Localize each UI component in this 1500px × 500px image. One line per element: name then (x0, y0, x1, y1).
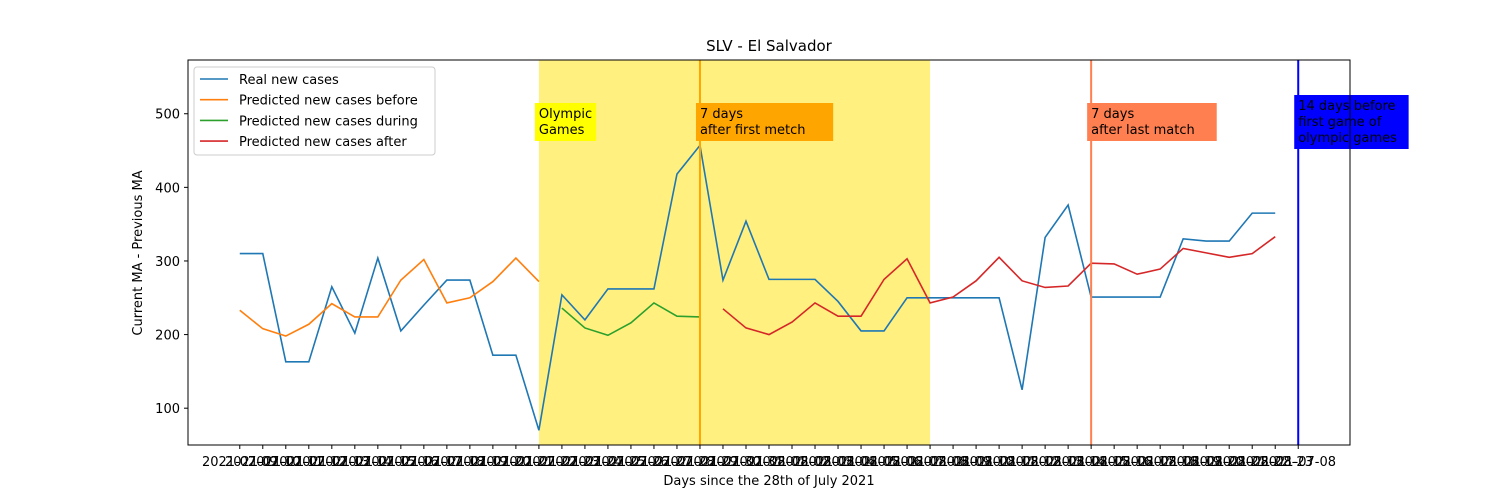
x-tick-label: 2021-07-23 (524, 455, 600, 470)
x-tick-label: 2021-07-10 (225, 455, 301, 470)
x-tick-label: 2021-08-02 (754, 455, 830, 470)
x-tick-label: 2021-08-18 (1122, 455, 1198, 470)
y-tick-label: 300 (155, 255, 180, 270)
x-tick-label: 2021-07-31 (708, 455, 784, 470)
x-tick-label: 2021-07-09 (202, 455, 278, 470)
span-annotation-text: Games (539, 123, 585, 138)
span-annotation-box (534, 103, 597, 141)
x-tick-label: 2021-08-07 (869, 455, 945, 470)
annotation-text: 7 days (1091, 107, 1134, 122)
series-line (561, 301, 700, 337)
series-line (239, 143, 1276, 431)
annotation-text: 14 days before (1298, 99, 1395, 114)
annotation-box (695, 103, 834, 141)
x-tick-label: 2021-07-11 (248, 455, 324, 470)
x-tick-label: 2021-07-17 (386, 455, 462, 470)
x-tick-label: 2021-08-14 (1030, 455, 1106, 470)
x-tick-label: 2021-08-21 (1191, 455, 1267, 470)
chart-title: SLV - El Salvador (706, 37, 833, 55)
annotation-text: after first metch (700, 123, 806, 138)
x-tick-label: 2021-07-14 (317, 455, 393, 470)
y-tick-label: 500 (155, 108, 180, 123)
y-axis-label: Current MA - Previous MA (131, 170, 146, 335)
x-tick-label: 2021-08-23 (1237, 455, 1313, 470)
x-tick-label: 2021-07-16 (363, 455, 439, 470)
legend: Real new cases Predicted new cases before… (193, 66, 436, 156)
series-line (722, 236, 1276, 336)
x-tick-label: 2021-07-18 (409, 455, 485, 470)
x-tick-label: 2021-08-09 (915, 455, 991, 470)
x-tick-label: 2021-08-13 (1007, 455, 1083, 470)
x-tick-label: 2021-07-24 (547, 455, 623, 470)
x-tick-label: 2021-07-28 (639, 455, 715, 470)
x-tick-label: 2021-08-10 (938, 455, 1014, 470)
x-tick-label: 2021-08-08 (892, 455, 968, 470)
x-tick-label: 2021-07-21 (478, 455, 554, 470)
y-tick-label: 400 (155, 181, 180, 196)
x-tick-label: 2021-07-27 (616, 455, 692, 470)
x-tick-label: 2021-08-04 (800, 455, 876, 470)
x-tick-label: 2021-07-08 (1260, 455, 1336, 470)
plot-frame (187, 59, 1351, 446)
annotation-text: after last match (1091, 123, 1195, 138)
x-tick-label: 2021-08-11 (961, 455, 1037, 470)
x-tick-label: 2021-07-15 (340, 455, 416, 470)
annotation-box (1087, 103, 1217, 141)
y-tick-label: 100 (155, 402, 180, 417)
x-tick-label: 2021-07-12 (271, 455, 347, 470)
x-tick-label: 2021-08-22 (1214, 455, 1290, 470)
x-tick-label: 2021-08-05 (823, 455, 899, 470)
x-tick-label: 2021-08-15 (1053, 455, 1129, 470)
annotation-text: first game of (1298, 115, 1382, 130)
x-tick-label: 2021-07-26 (593, 455, 669, 470)
x-tick-label: 2021-07-20 (455, 455, 531, 470)
x-tick-label: 2021-08-03 (777, 455, 853, 470)
series-line (239, 256, 540, 337)
annotation-text: 7 days (700, 107, 743, 122)
x-tick-label: 2021-08-16 (1076, 455, 1152, 470)
x-tick-label: 2021-08-20 (1168, 455, 1244, 470)
annotation-box (1294, 95, 1409, 149)
x-tick-label: 2021-07-29 (662, 455, 738, 470)
x-tick-label: 2021-08-17 (1099, 455, 1175, 470)
x-tick-label: 2021-08-12 (984, 455, 1060, 470)
x-tick-label: 2021-07-13 (294, 455, 370, 470)
legend-label: Real new cases (239, 73, 339, 88)
x-tick-label: 2021-07-19 (432, 455, 508, 470)
x-tick-label: 2021-07-25 (570, 455, 646, 470)
legend-box (193, 66, 436, 156)
x-tick-label: 2021-07-30 (685, 455, 761, 470)
y-tick-label: 200 (155, 329, 180, 344)
legend-label: Predicted new cases during (239, 114, 418, 129)
legend-label: Predicted new cases before (239, 94, 418, 109)
x-tick-label: 2021-08-06 (846, 455, 922, 470)
x-tick-label: 2021-07-22 (501, 455, 577, 470)
legend-label: Predicted new cases after (239, 135, 407, 150)
x-axis-label: Days since the 28th of July 2021 (663, 474, 874, 489)
x-tick-label: 2021-08-01 (731, 455, 807, 470)
x-tick-label: 2021-08-19 (1145, 455, 1221, 470)
annotation-text: olympic games (1298, 131, 1397, 146)
span-annotation-text: Olympic (539, 107, 592, 122)
